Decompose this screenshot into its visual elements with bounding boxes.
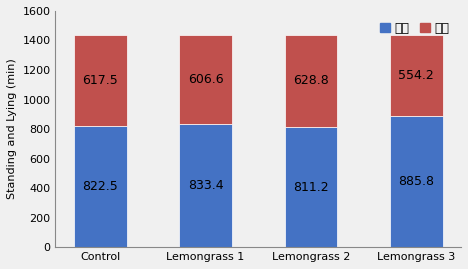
Bar [179, 35, 232, 124]
Bar [179, 124, 232, 247]
Text: 811.2: 811.2 [293, 181, 329, 194]
Text: 554.2: 554.2 [398, 69, 434, 82]
Bar [285, 128, 337, 247]
Bar [390, 35, 443, 116]
Bar [390, 116, 443, 247]
Y-axis label: Standing and Lying (min): Standing and Lying (min) [7, 59, 17, 199]
Text: 628.8: 628.8 [293, 75, 329, 87]
Text: 617.5: 617.5 [82, 74, 118, 87]
Text: 606.6: 606.6 [188, 73, 223, 86]
Bar [74, 126, 126, 247]
Text: 833.4: 833.4 [188, 179, 223, 192]
Text: 822.5: 822.5 [82, 180, 118, 193]
Bar [74, 35, 126, 126]
Bar [285, 35, 337, 128]
Legend: 횡와, 기립: 횡와, 기립 [375, 17, 455, 40]
Text: 885.8: 885.8 [398, 175, 434, 188]
